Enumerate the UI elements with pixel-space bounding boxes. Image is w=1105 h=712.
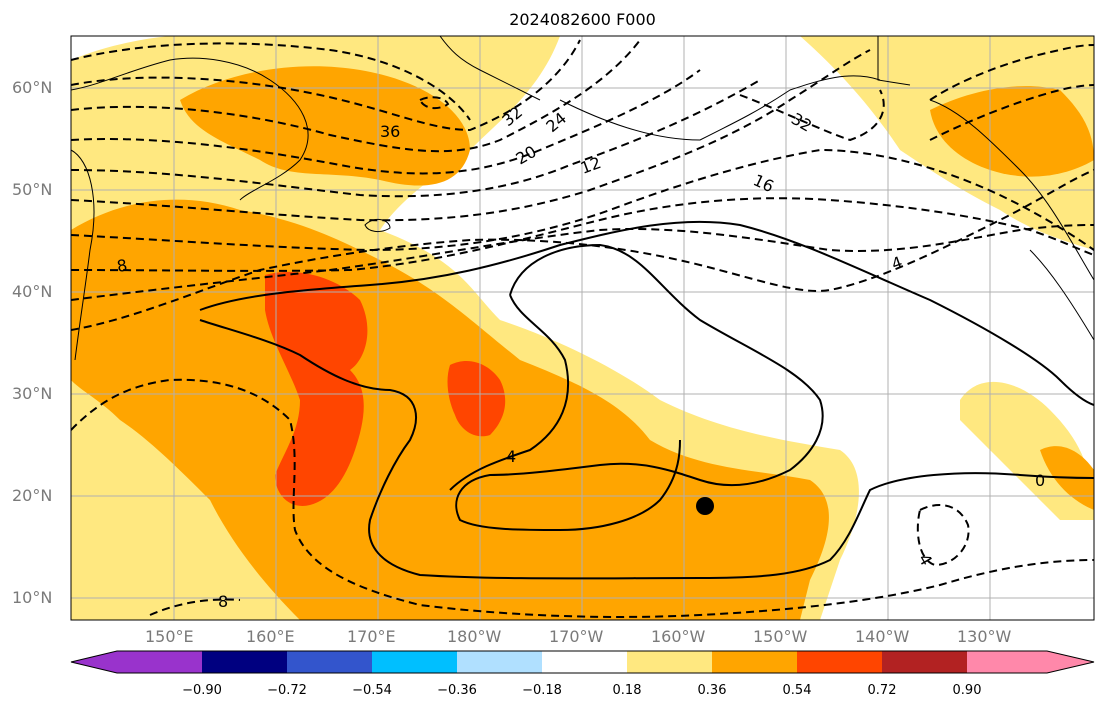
contour-label: 36 xyxy=(380,122,400,141)
colorbar-tick: 0.18 xyxy=(612,683,642,698)
colorbar-swatch xyxy=(372,651,457,673)
colorbar-swatch xyxy=(542,651,627,673)
contour-label: 8 xyxy=(115,255,128,275)
map-border xyxy=(70,35,1095,621)
lat-label: 10°N xyxy=(12,588,53,607)
lat-label: 40°N xyxy=(12,282,53,301)
contour-label: 8 xyxy=(218,592,228,611)
colorbar-swatch xyxy=(627,651,712,673)
colorbar-tick: 0.72 xyxy=(867,683,897,698)
fill-orange-northeast xyxy=(930,86,1094,177)
contour-label: 0 xyxy=(1035,471,1045,490)
map-gridlines xyxy=(71,36,1094,620)
colorbar-low-extend xyxy=(71,651,117,673)
colorbar-tick: −0.54 xyxy=(352,683,392,698)
lon-label: 170°W xyxy=(549,627,604,646)
colorbar-swatch xyxy=(797,651,882,673)
lat-label: 20°N xyxy=(12,486,53,505)
contour-label: 4 xyxy=(506,447,516,466)
colorbar-tick: 0.36 xyxy=(697,683,727,698)
colorbar-high-extend xyxy=(1047,651,1094,673)
colorbar xyxy=(70,650,1095,674)
colorbar-swatch xyxy=(712,651,797,673)
colorbar-tick: 0.90 xyxy=(952,683,982,698)
map-title: 2024082600 F000 xyxy=(509,10,656,29)
coastlines xyxy=(71,36,1094,361)
fill-orange-north xyxy=(180,66,470,186)
lon-label: 130°W xyxy=(957,627,1012,646)
lon-label: 150°W xyxy=(753,627,808,646)
fill-red-center xyxy=(447,360,506,437)
colorbar-swatch xyxy=(967,651,1047,673)
colorbar-swatch xyxy=(202,651,287,673)
lon-label: 150°E xyxy=(145,627,194,646)
storm-location-marker xyxy=(696,497,714,515)
colorbar-tick: −0.72 xyxy=(267,683,307,698)
colorbar-tick: −0.90 xyxy=(182,683,222,698)
lon-label: 180°W xyxy=(447,627,502,646)
contour-lines xyxy=(71,39,1094,618)
lat-label: 30°N xyxy=(12,384,53,403)
lon-label: 170°E xyxy=(347,627,396,646)
lat-label: 50°N xyxy=(12,180,53,199)
colorbar-tick: −0.36 xyxy=(437,683,477,698)
lon-label: 160°E xyxy=(246,627,295,646)
fill-red-west xyxy=(265,271,368,506)
colorbar-tick: −0.18 xyxy=(522,683,562,698)
lon-label: 160°W xyxy=(651,627,706,646)
lon-label: 140°W xyxy=(855,627,910,646)
colorbar-swatch xyxy=(287,651,372,673)
colorbar-tick: 0.54 xyxy=(782,683,812,698)
colorbar-swatch xyxy=(457,651,542,673)
lat-label: 60°N xyxy=(12,78,53,97)
colorbar-swatch xyxy=(117,651,202,673)
colorbar-swatch xyxy=(882,651,967,673)
